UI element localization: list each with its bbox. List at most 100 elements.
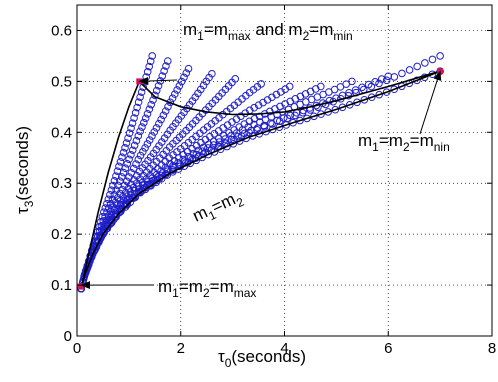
data-point xyxy=(136,93,144,101)
boundary-curves xyxy=(80,70,441,289)
data-point xyxy=(254,101,263,109)
data-point xyxy=(129,164,138,173)
x-axis-label: τ0(seconds) xyxy=(218,347,306,370)
data-point xyxy=(143,68,152,76)
data-point xyxy=(268,120,276,128)
data-point xyxy=(155,119,163,128)
data-point xyxy=(242,134,250,143)
data-point xyxy=(121,164,130,173)
y-tick-label: 0.2 xyxy=(51,226,72,243)
data-point xyxy=(275,117,284,125)
data-point xyxy=(150,128,159,136)
data-point xyxy=(146,57,155,66)
data-point xyxy=(130,114,138,122)
data-point xyxy=(413,76,421,85)
y-tick-label: 0.6 xyxy=(51,22,72,39)
data-point xyxy=(331,105,340,114)
data-point xyxy=(405,66,414,74)
data-point xyxy=(125,129,134,138)
data-point xyxy=(255,129,264,138)
y-tick-label: 0.5 xyxy=(51,73,72,90)
data-point xyxy=(126,198,135,206)
plot-area xyxy=(77,5,492,336)
data-point xyxy=(121,144,129,152)
data-point xyxy=(360,95,369,104)
data-point xyxy=(353,98,361,107)
data-point xyxy=(123,159,132,168)
data-point xyxy=(140,118,148,127)
data-point xyxy=(375,79,383,88)
data-point xyxy=(382,76,391,85)
annotations: m1=mmax and m2=mminm1=m2=mninm1=m2m1=m2=… xyxy=(80,20,450,300)
data-point xyxy=(235,137,244,145)
data-point xyxy=(124,134,132,142)
data-point xyxy=(177,77,186,86)
data-point xyxy=(125,155,133,164)
data-point xyxy=(229,139,238,148)
data-point xyxy=(161,107,170,115)
data-point xyxy=(136,151,145,160)
data-point xyxy=(198,153,206,162)
data-point xyxy=(121,203,130,211)
marker-series xyxy=(77,52,444,293)
data-point xyxy=(247,126,255,135)
data-point xyxy=(134,155,143,164)
data-point xyxy=(250,103,258,112)
data-point xyxy=(118,153,126,162)
boundary-curve-m2-min xyxy=(138,70,441,116)
data-point xyxy=(112,172,120,180)
data-point xyxy=(147,100,155,109)
data-point xyxy=(253,125,261,134)
data-point xyxy=(257,80,265,88)
boundary-curve-m1-max xyxy=(80,81,141,289)
data-point xyxy=(382,88,391,96)
data-point xyxy=(106,220,114,229)
data-point xyxy=(132,160,140,168)
data-point xyxy=(180,162,189,170)
data-point xyxy=(116,158,125,166)
data-point xyxy=(159,111,168,120)
data-point xyxy=(147,182,155,190)
endpoint-marker xyxy=(77,283,84,290)
annotation-max-min: m1=mmax and m2=mmin xyxy=(183,20,353,43)
data-point xyxy=(223,142,231,151)
data-point xyxy=(259,98,267,107)
data-point xyxy=(285,82,294,91)
data-point xyxy=(148,52,157,60)
data-point xyxy=(164,102,172,111)
x-tick-label: 8 xyxy=(488,340,496,357)
data-point xyxy=(248,132,257,140)
data-point xyxy=(128,119,137,127)
data-point xyxy=(175,82,184,90)
data-point xyxy=(163,171,172,179)
data-point xyxy=(101,204,110,212)
data-point xyxy=(99,230,107,238)
data-point xyxy=(310,112,318,121)
data-point xyxy=(268,125,277,134)
data-point xyxy=(152,124,161,132)
annotation-nin: m1=m2=mnin xyxy=(358,131,450,154)
data-point xyxy=(371,78,379,86)
data-point xyxy=(151,91,159,100)
data-point xyxy=(180,73,188,82)
x-tick-label: 4 xyxy=(280,340,288,357)
data-point xyxy=(119,148,128,157)
y-tick-label: 0 xyxy=(64,328,72,345)
data-point xyxy=(358,83,366,92)
data-point xyxy=(216,145,225,154)
data-point xyxy=(367,82,376,91)
data-point xyxy=(106,190,114,199)
data-point xyxy=(384,72,393,81)
data-point xyxy=(262,127,270,136)
x-tick-label: 2 xyxy=(177,340,185,357)
data-point xyxy=(428,55,437,64)
data-point xyxy=(137,88,146,96)
data-point xyxy=(145,105,154,114)
data-point xyxy=(104,195,113,204)
data-point xyxy=(171,90,179,98)
data-point xyxy=(291,111,299,120)
data-point xyxy=(134,132,143,140)
data-point xyxy=(303,114,311,123)
x-tick-label: 6 xyxy=(384,340,392,357)
data-point xyxy=(192,156,200,165)
